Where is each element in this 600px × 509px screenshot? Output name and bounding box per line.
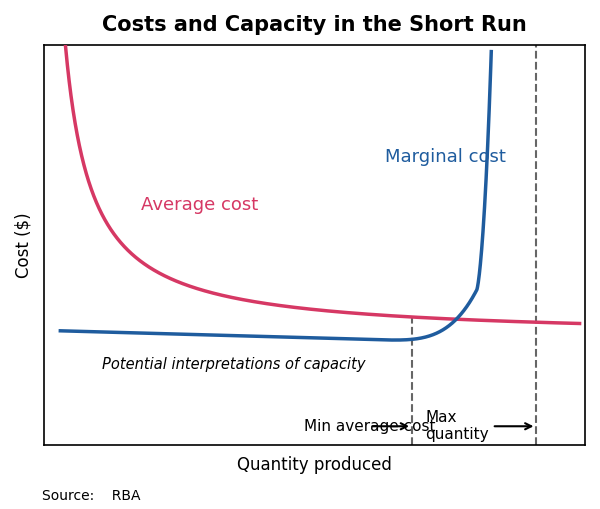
Text: Average cost: Average cost (142, 196, 259, 214)
Text: Max
quantity: Max quantity (425, 410, 531, 442)
Y-axis label: Cost ($): Cost ($) (15, 212, 33, 277)
Title: Costs and Capacity in the Short Run: Costs and Capacity in the Short Run (102, 15, 527, 35)
X-axis label: Quantity produced: Quantity produced (237, 456, 392, 474)
Text: Marginal cost: Marginal cost (385, 148, 506, 166)
Text: Source:    RBA: Source: RBA (42, 489, 140, 503)
Text: Potential interpretations of capacity: Potential interpretations of capacity (101, 357, 365, 372)
Text: Min average cost: Min average cost (304, 419, 435, 434)
